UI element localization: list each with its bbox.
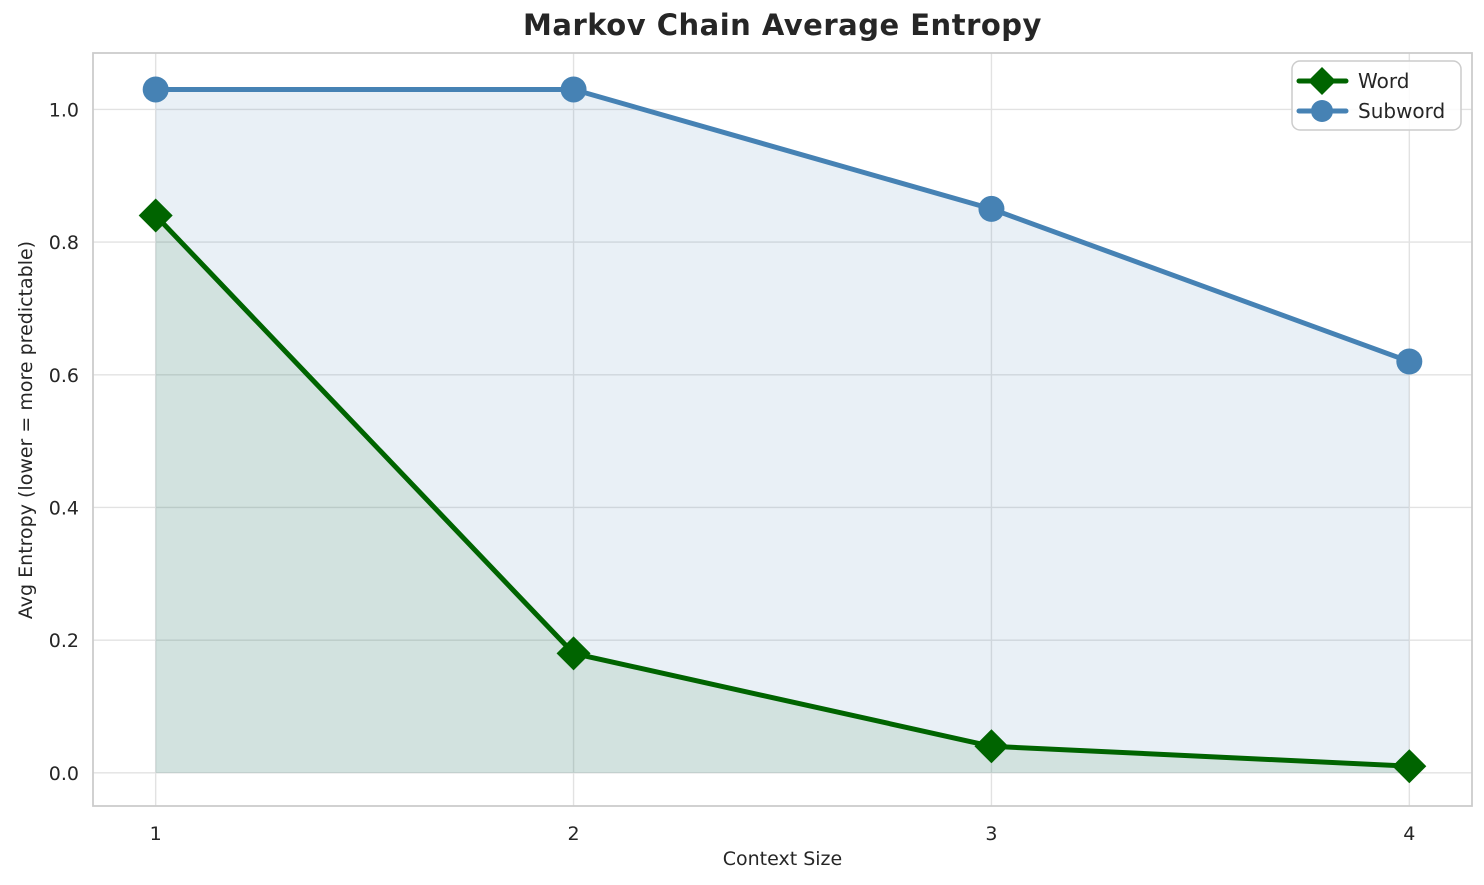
word-data-marker xyxy=(974,729,1009,764)
word-series-line xyxy=(153,213,1412,769)
subword-data-marker xyxy=(1396,348,1423,375)
y-tick-label: 0.0 xyxy=(49,763,79,785)
y-tick-label: 0.6 xyxy=(49,365,79,387)
plot-frame xyxy=(92,52,1473,807)
legend-label-subword: Subword xyxy=(1358,99,1445,123)
chart-title: Markov Chain Average Entropy xyxy=(523,8,1042,42)
legend-marker-subword xyxy=(1311,100,1333,122)
word-data-marker xyxy=(556,636,591,671)
x-axis-label: Context Size xyxy=(722,848,843,870)
subword-series-line xyxy=(153,86,1412,364)
y-tick-label: 1.0 xyxy=(49,99,79,121)
legend-label-word: Word xyxy=(1358,69,1409,93)
y-tick-label: 0.2 xyxy=(49,630,79,652)
x-tick-label: 1 xyxy=(150,823,162,845)
x-tick-label: 2 xyxy=(568,823,580,845)
subword-area-fill xyxy=(155,89,1410,773)
y-tick-label: 0.8 xyxy=(49,232,79,254)
x-tick-label: 3 xyxy=(985,823,997,845)
legend-marker-word xyxy=(1308,67,1336,95)
subword-data-marker xyxy=(978,195,1005,222)
subword-data-marker xyxy=(142,76,169,103)
y-tick-label: 0.4 xyxy=(49,497,79,519)
word-data-marker xyxy=(1392,749,1427,784)
word-data-marker xyxy=(138,198,173,233)
word-area-fill xyxy=(155,215,1410,773)
subword-data-marker xyxy=(560,76,587,103)
x-tick-label: 4 xyxy=(1403,823,1415,845)
